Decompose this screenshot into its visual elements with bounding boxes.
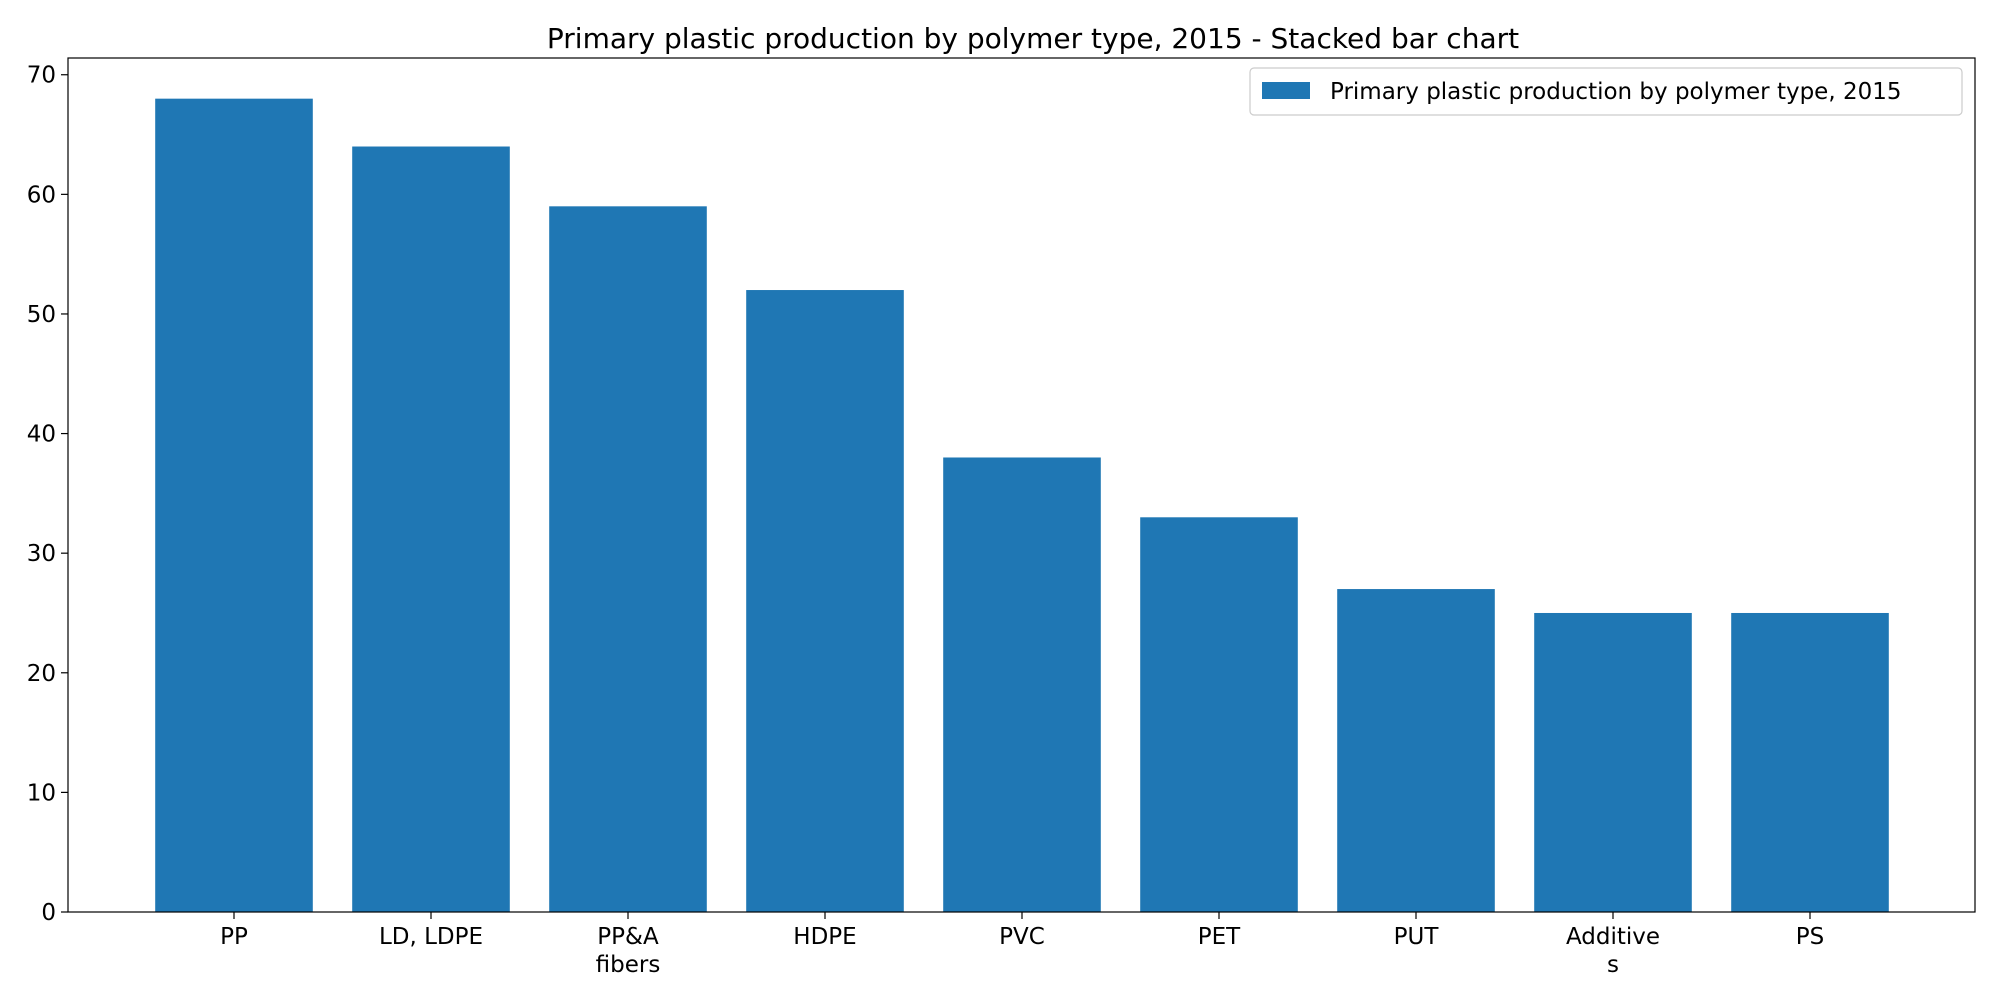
legend-box	[1249, 67, 1963, 116]
bar-put	[1337, 589, 1495, 912]
x-tick-label: s	[1607, 952, 1619, 978]
x-tick-label: LD, LDPE	[379, 924, 483, 950]
x-tick-label: HDPE	[793, 924, 856, 950]
bar-ps	[1731, 612, 1889, 912]
y-tick-label: 60	[27, 182, 56, 208]
y-tick-label: 70	[27, 63, 56, 89]
x-tick-label: fibers	[596, 952, 661, 978]
bars-group	[155, 98, 1889, 913]
x-tick-label: PP	[220, 924, 248, 950]
x-tick-label: PET	[1198, 924, 1241, 950]
x-tick-label: Additive	[1566, 924, 1660, 950]
x-tick-label: PS	[1796, 924, 1824, 950]
y-tick-label: 20	[27, 661, 56, 687]
bar-pp	[155, 98, 313, 912]
bar-pp-a-fibers	[549, 206, 707, 912]
y-tick-label: 0	[41, 900, 56, 926]
y-tick-label: 10	[27, 780, 56, 806]
bar-additive-s	[1534, 612, 1692, 912]
y-axis: 0 10 20 30 40 50 60 70	[27, 63, 68, 926]
bar-ld-ldpe	[352, 146, 510, 912]
bar-pet	[1140, 517, 1298, 912]
bar-hdpe	[746, 290, 904, 913]
y-tick-label: 40	[27, 422, 56, 448]
legend: Primary plastic production by polymer ty…	[1249, 67, 1963, 116]
bar-pvc	[943, 457, 1101, 912]
y-tick-label: 50	[27, 302, 56, 328]
y-tick-label: 30	[27, 541, 56, 567]
chart-title: Primary plastic production by polymer ty…	[547, 22, 1519, 55]
x-tick-label: PP&A	[597, 924, 659, 950]
x-tick-label: PVC	[999, 924, 1045, 950]
x-tick-label: PUT	[1394, 924, 1440, 950]
legend-label: Primary plastic production by polymer ty…	[1330, 79, 1902, 105]
legend-swatch	[1262, 82, 1310, 99]
